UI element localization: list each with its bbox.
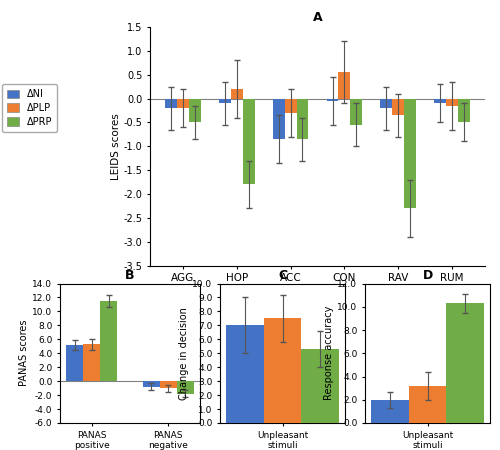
Bar: [458, 99, 470, 122]
Bar: [231, 89, 242, 99]
Title: C: C: [278, 270, 287, 282]
Bar: [404, 99, 416, 208]
Bar: [446, 303, 484, 423]
Bar: [326, 99, 338, 101]
Title: B: B: [125, 270, 135, 282]
Bar: [284, 99, 296, 113]
Y-axis label: Response accuracy: Response accuracy: [324, 306, 334, 400]
Bar: [165, 99, 177, 108]
Bar: [219, 99, 231, 104]
Bar: [302, 349, 340, 423]
Bar: [226, 325, 264, 423]
Title: A: A: [312, 11, 322, 24]
Bar: [408, 386, 447, 423]
Bar: [177, 381, 194, 394]
Bar: [177, 99, 189, 108]
Bar: [296, 99, 308, 139]
Bar: [434, 99, 446, 104]
Y-axis label: LEIDS scores: LEIDS scores: [110, 113, 120, 180]
Bar: [338, 72, 350, 99]
Y-axis label: Change in decision: Change in decision: [180, 307, 190, 400]
Bar: [242, 99, 254, 184]
Bar: [264, 319, 302, 423]
Bar: [189, 99, 200, 122]
Bar: [100, 301, 117, 381]
Title: D: D: [422, 270, 432, 282]
Bar: [83, 344, 100, 381]
Bar: [392, 99, 404, 115]
Bar: [370, 400, 408, 423]
Bar: [273, 99, 284, 139]
Legend: ΔNI, ΔPLP, ΔPRP: ΔNI, ΔPLP, ΔPRP: [2, 84, 57, 132]
Y-axis label: PANAS scores: PANAS scores: [20, 320, 30, 387]
Bar: [350, 99, 362, 125]
Bar: [380, 99, 392, 108]
Bar: [66, 345, 83, 381]
Bar: [143, 381, 160, 387]
Bar: [160, 381, 177, 388]
Bar: [446, 99, 458, 106]
